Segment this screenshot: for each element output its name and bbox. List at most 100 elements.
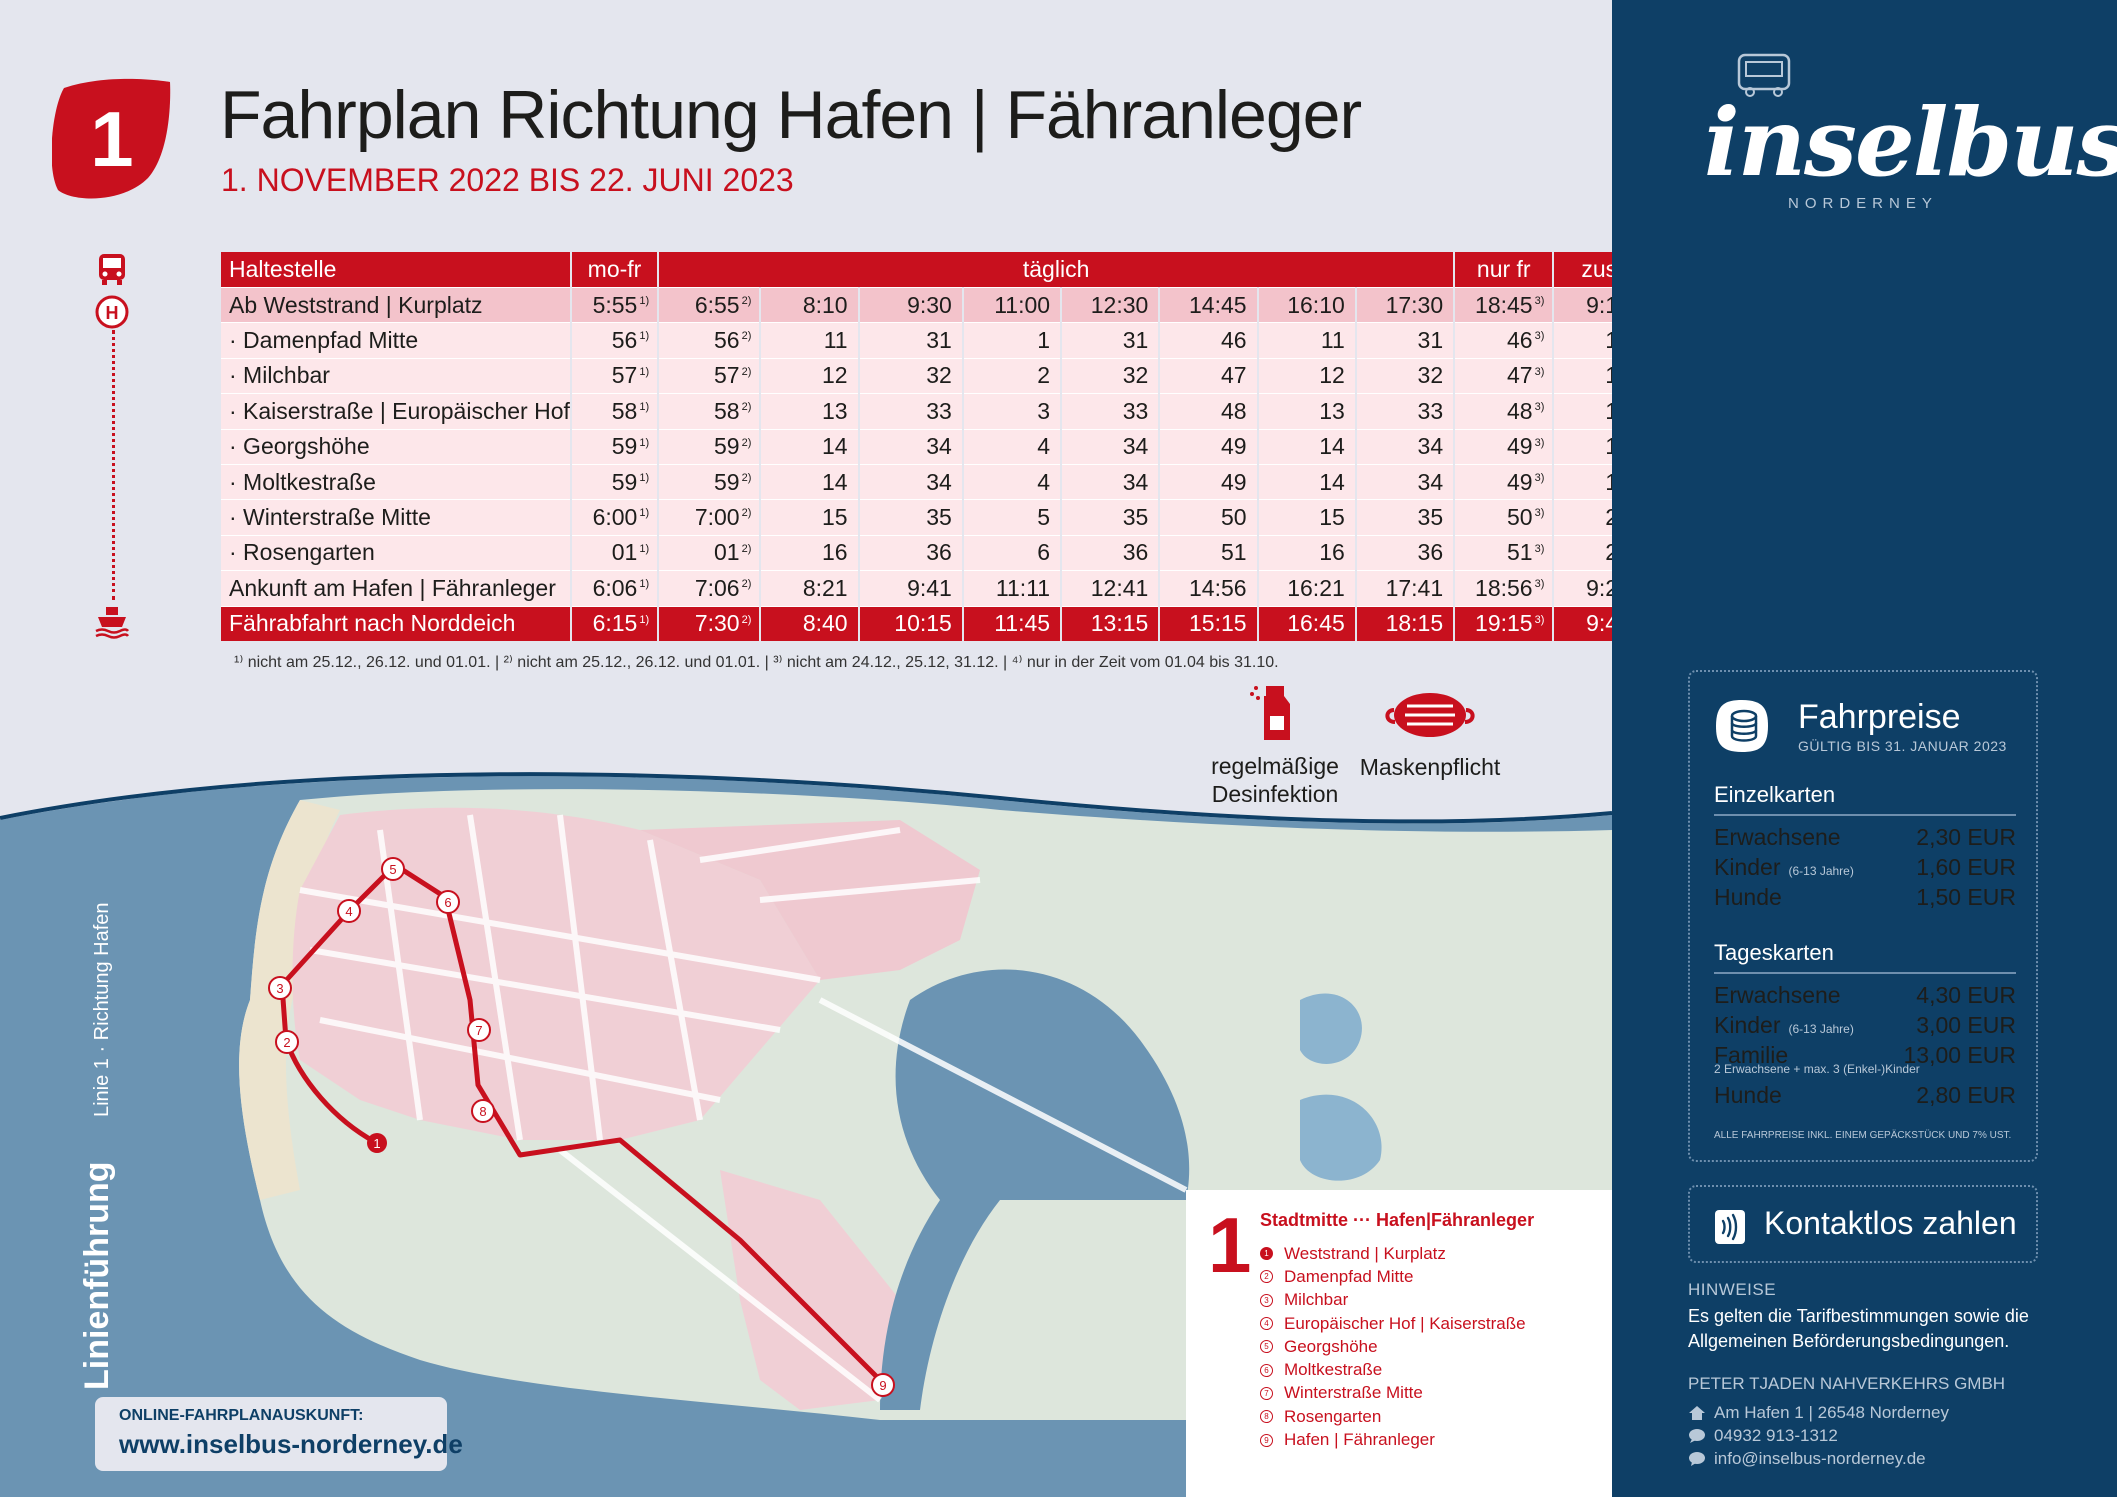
departure-time: 50 3): [1455, 499, 1553, 535]
departure-time: 5:55 1): [571, 287, 658, 323]
departure-time: 16:21: [1258, 570, 1355, 606]
departure-time: 16: [1258, 534, 1355, 571]
departure-time: 14: [761, 463, 858, 500]
chat-icon: [1689, 1452, 1705, 1466]
route-map: 1 2 3 4 5 6 7 8 9: [0, 772, 1612, 1497]
timetable-footnote: ¹⁾ nicht am 25.12., 26.12. und 01.01. | …: [234, 654, 1279, 671]
stop-name: · Moltkestraße: [221, 463, 570, 500]
stop-marker-7: [467, 1018, 491, 1042]
fare-row: Hunde 1,50 EUR: [1714, 882, 2016, 912]
departure-time: 6:55 2): [659, 287, 760, 323]
brand-logo: inselbus: [1704, 88, 2117, 198]
departure-time: 15:15: [1160, 605, 1257, 641]
legend-stop-label: Hafen | Fähranleger: [1284, 1430, 1435, 1450]
phone-text[interactable]: 04932 913-1312: [1714, 1426, 1838, 1445]
svg-text:9: 9: [879, 1378, 886, 1393]
svg-text:3: 3: [276, 981, 283, 996]
departure-time: 9:41: [859, 570, 962, 606]
stop-marker-1: [367, 1133, 387, 1153]
fares-footer: ALLE FAHRPREISE INKL. EINEM GEPÄCKSTÜCK …: [1714, 1130, 2012, 1141]
timetable-row: · Rosengarten011)012)1636636511636513)21…: [221, 534, 1749, 571]
fare-note: (6-13 Jahre): [1788, 1021, 1854, 1036]
svg-text:6: 6: [444, 895, 451, 910]
departure-time: 14: [761, 428, 858, 464]
email-line: info@inselbus-norderney.de: [1688, 1449, 1926, 1469]
legend-stop-label: Weststrand | Kurplatz: [1284, 1243, 1446, 1263]
fare-label: Familie: [1714, 1041, 1789, 1068]
svg-text:2: 2: [283, 1035, 290, 1050]
page-subtitle: 1. NOVEMBER 2022 BIS 22. JUNI 2023: [221, 162, 794, 198]
departure-time: 11: [1258, 322, 1355, 358]
departure-time: 4: [963, 463, 1061, 500]
legend-stop-label: Europäischer Hof | Kaiserstraße: [1284, 1313, 1526, 1333]
wave-line: [0, 772, 1612, 824]
departure-time: 35: [1356, 499, 1454, 535]
departure-time: 47: [1160, 357, 1257, 394]
timetable-row: Fährabfahrt nach Norddeich 6:15 1) 7:30 2) 8:…: [221, 605, 1749, 641]
address-text: Am Hafen 1 | 26548 Norderney: [1714, 1403, 1949, 1422]
fares-title: Fahrpreise: [1798, 698, 1961, 736]
online-info-link[interactable]: www.inselbus-norderney.de: [119, 1429, 463, 1459]
departure-time: 33: [859, 393, 962, 429]
departure-time: 34: [1062, 463, 1159, 500]
departure-time: 12: [761, 357, 858, 394]
departure-time: 15: [761, 499, 858, 535]
fare-row: Familie 13,00 EUR: [1714, 1040, 2016, 1070]
departure-time: 59 1): [571, 428, 658, 464]
legend-stop-label: Rosengarten: [1284, 1406, 1382, 1426]
legend-stop-number: 7: [1260, 1386, 1273, 1400]
departure-time: 34: [1062, 428, 1159, 464]
departure-time: 33: [1356, 393, 1454, 429]
legend-stop-label: Damenpfad Mitte: [1284, 1266, 1414, 1286]
departure-time: 51: [1160, 534, 1257, 571]
fare-price: 1,60 EUR: [1916, 853, 2016, 880]
timetable-body: Ab Weststrand | Kurplatz 5:55 1) 6:55 2) 8:10…: [221, 287, 1749, 641]
departure-time: 32: [859, 357, 962, 394]
legend-stop: 9 Hafen | Fähranleger: [1260, 1428, 1526, 1451]
bus-logo-icon: [1737, 53, 1791, 97]
departure-time: 10:15: [859, 605, 962, 641]
stop-name: Ankunft am Hafen | Fähranleger: [221, 570, 570, 606]
legend-stop-number: 8: [1260, 1410, 1273, 1424]
legend-stop-label: Moltkestraße: [1284, 1360, 1383, 1380]
departure-time: 6:00 1): [571, 499, 658, 535]
stop-marker-8: [471, 1099, 495, 1123]
legend-stop: 8 Rosengarten: [1260, 1405, 1526, 1428]
single-tickets-section: Einzelkarten Erwachsene 2,30 EUR Kinder (6-…: [1714, 782, 2016, 912]
legend-stop-number: 2: [1260, 1270, 1273, 1284]
left-panel: 1 2 3 4 5 6 7 8 9 1 Fahrplan Richtung Ha…: [0, 77, 1749, 1497]
departure-time: 57 1): [571, 357, 658, 394]
departure-time: 35: [859, 499, 962, 535]
street-grid: [299, 814, 1188, 1403]
departure-time: 14:45: [1160, 287, 1257, 323]
disinfection-spray-icon: [1250, 686, 1290, 740]
departure-time: 8:40: [761, 605, 858, 641]
side-label-sub: Linie 1 · Richtung Hafen: [91, 902, 113, 1118]
legend-stop: 5 Georgshöhe: [1260, 1335, 1526, 1358]
departure-time: 8:21: [761, 570, 858, 606]
fare-label: Hunde: [1714, 1081, 1782, 1108]
fare-row: Kinder (6-13 Jahre) 1,60 EUR: [1714, 852, 2016, 882]
departure-time: 48: [1160, 393, 1257, 429]
legend-title: Stadtmitte ··· Hafen|Fähranleger: [1260, 1210, 1535, 1230]
departure-time: 18:15: [1356, 605, 1454, 641]
departure-time: 58 1): [571, 393, 658, 429]
departure-time: 6:15 1): [571, 605, 658, 641]
departure-time: 48 3): [1455, 393, 1553, 429]
departure-time: 56 2): [659, 322, 760, 358]
departure-time: 49: [1160, 463, 1257, 500]
svg-text:5: 5: [389, 862, 396, 877]
fare-row: Erwachsene 2,30 EUR: [1714, 822, 2016, 852]
departure-time: 34: [1356, 428, 1454, 464]
mask-notice: Maskenpflicht: [1345, 690, 1515, 781]
legend-stop-number: 1: [1260, 1247, 1273, 1261]
stop-connector-line: [112, 330, 115, 600]
email-text[interactable]: info@inselbus-norderney.de: [1714, 1449, 1926, 1468]
fare-label: Hunde: [1714, 883, 1782, 910]
phone-icon: [1689, 1429, 1705, 1443]
stop-name: · Damenpfad Mitte: [221, 322, 570, 358]
timetable-row: · Winterstraße Mitte 6:00 1) 7:00 2) 15 35 5 35 5…: [221, 499, 1749, 535]
stop-name: · Milchbar: [221, 357, 570, 394]
single-tickets-title: Einzelkarten: [1714, 782, 2016, 816]
timetable: Haltestelle mo-fr täglich nur fr zus. do…: [219, 252, 1751, 641]
